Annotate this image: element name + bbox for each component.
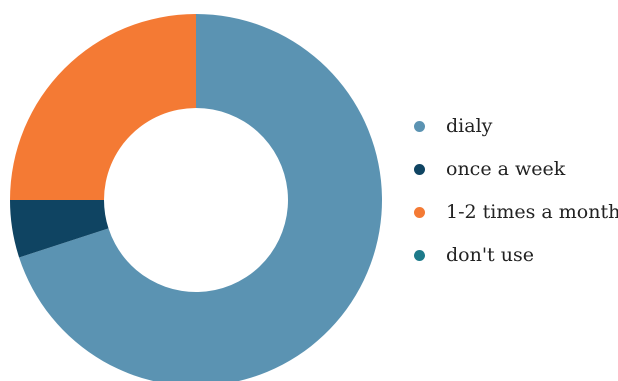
legend-item-once-a-week: once a week xyxy=(410,158,615,180)
legend-item-dialy: dialy xyxy=(410,115,615,137)
donut-slices xyxy=(10,14,382,381)
slice-1-2-times-a-month xyxy=(10,14,196,200)
legend-label-dialy: dialy xyxy=(446,115,493,137)
legend-label-dont-use: don't use xyxy=(446,244,534,266)
legend-marker-dont-use xyxy=(414,249,425,261)
legend-label-once-a-week: once a week xyxy=(446,158,566,180)
slice-dialy xyxy=(19,14,382,381)
legend-item-1-2-times-a-month: 1-2 times a month xyxy=(410,201,618,223)
legend-marker-1-2-times-a-month xyxy=(414,206,425,218)
legend-label-1-2-times-a-month: 1-2 times a month xyxy=(446,201,618,223)
legend-marker-dialy xyxy=(414,120,425,132)
slice-once-a-week xyxy=(10,200,109,258)
legend-item-dont-use: don't use xyxy=(410,244,615,266)
chart-legend: dialy once a week 1-2 times a month don'… xyxy=(410,115,618,287)
legend-marker-once-a-week xyxy=(414,163,425,175)
